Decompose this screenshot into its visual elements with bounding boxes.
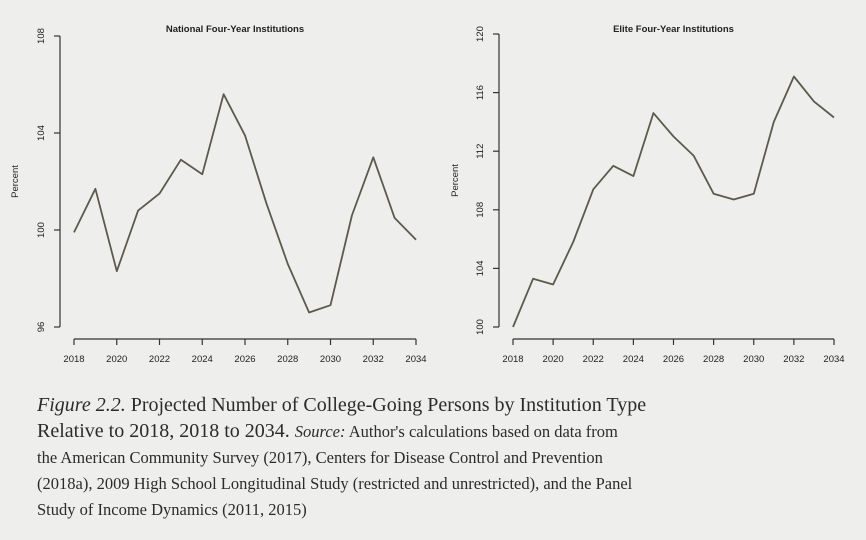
figure-caption: Figure 2.2. Projected Number of College-… — [37, 392, 837, 523]
elite-y-axis-label: Percent — [450, 164, 461, 197]
elite-x-tick-label: 2018 — [502, 354, 523, 365]
national-y-tick-label: 100 — [36, 222, 47, 238]
national-y-tick-label: 104 — [36, 125, 47, 141]
caption-line-2: Relative to 2018, 2018 to 2034. Source: … — [37, 418, 837, 445]
national-x-tick-label: 2032 — [363, 354, 384, 365]
elite-x-tick-label: 2032 — [783, 354, 804, 365]
caption-line-5: Study of Income Dynamics (2011, 2015) — [37, 500, 307, 519]
elite-y-tick-label: 108 — [475, 202, 486, 218]
national-x-tick-label: 2028 — [277, 354, 298, 365]
elite-y-tick-label: 116 — [475, 85, 486, 100]
national-x-tick-label: 2018 — [63, 354, 84, 365]
caption-line-1: Figure 2.2. Projected Number of College-… — [37, 392, 837, 418]
source-label: Source: — [294, 422, 346, 441]
elite-x-tick-label: 2028 — [703, 354, 724, 365]
figure-label: Figure 2.2. — [37, 394, 126, 416]
national-series-line — [73, 93, 417, 314]
national-x-tick-label: 2026 — [234, 354, 255, 365]
caption-title-part2: Relative to 2018, 2018 to 2034. — [37, 420, 290, 442]
elite-y-tick-label: 104 — [475, 260, 486, 276]
national-chart: National Four-Year Institutions Percent 96… — [10, 24, 427, 365]
figure-charts: National Four-Year Institutions Percent 96… — [10, 24, 845, 365]
caption-line-4: (2018a), 2009 High School Longitudinal S… — [37, 474, 633, 493]
elite-x-tick-label: 2030 — [743, 354, 764, 365]
elite-x-tick-label: 2034 — [823, 354, 844, 365]
elite-x-tick-label: 2022 — [583, 354, 604, 365]
elite-x-tick-label: 2024 — [623, 354, 644, 365]
elite-x-tick-label: 2020 — [543, 354, 564, 365]
elite-chart: Elite Four-Year Institutions Percent 100 10… — [450, 24, 845, 365]
national-x-tick-label: 2020 — [106, 354, 127, 365]
elite-x-tick-label: 2026 — [663, 354, 684, 365]
national-chart-title: National Four-Year Institutions — [166, 24, 304, 35]
national-y-axis-label: Percent — [10, 165, 21, 198]
national-y-tick-label: 108 — [36, 28, 47, 44]
elite-chart-title: Elite Four-Year Institutions — [613, 24, 734, 35]
national-x-tick-label: 2034 — [405, 354, 426, 365]
elite-y-tick-label: 112 — [475, 144, 486, 159]
elite-y-tick-label: 120 — [475, 26, 486, 42]
elite-y-tick-label: 100 — [475, 319, 486, 335]
caption-line-3: the American Community Survey (2017), Ce… — [37, 448, 603, 467]
caption-title-part1: Projected Number of College-Going Person… — [130, 394, 647, 416]
national-x-tick-label: 2030 — [320, 354, 341, 365]
source-text-1: Author's calculations based on data from — [348, 422, 618, 441]
national-x-tick-label: 2022 — [149, 354, 170, 365]
national-y-tick-label: 96 — [36, 322, 47, 333]
elite-series-line — [512, 75, 835, 328]
national-x-tick-label: 2024 — [192, 354, 213, 365]
